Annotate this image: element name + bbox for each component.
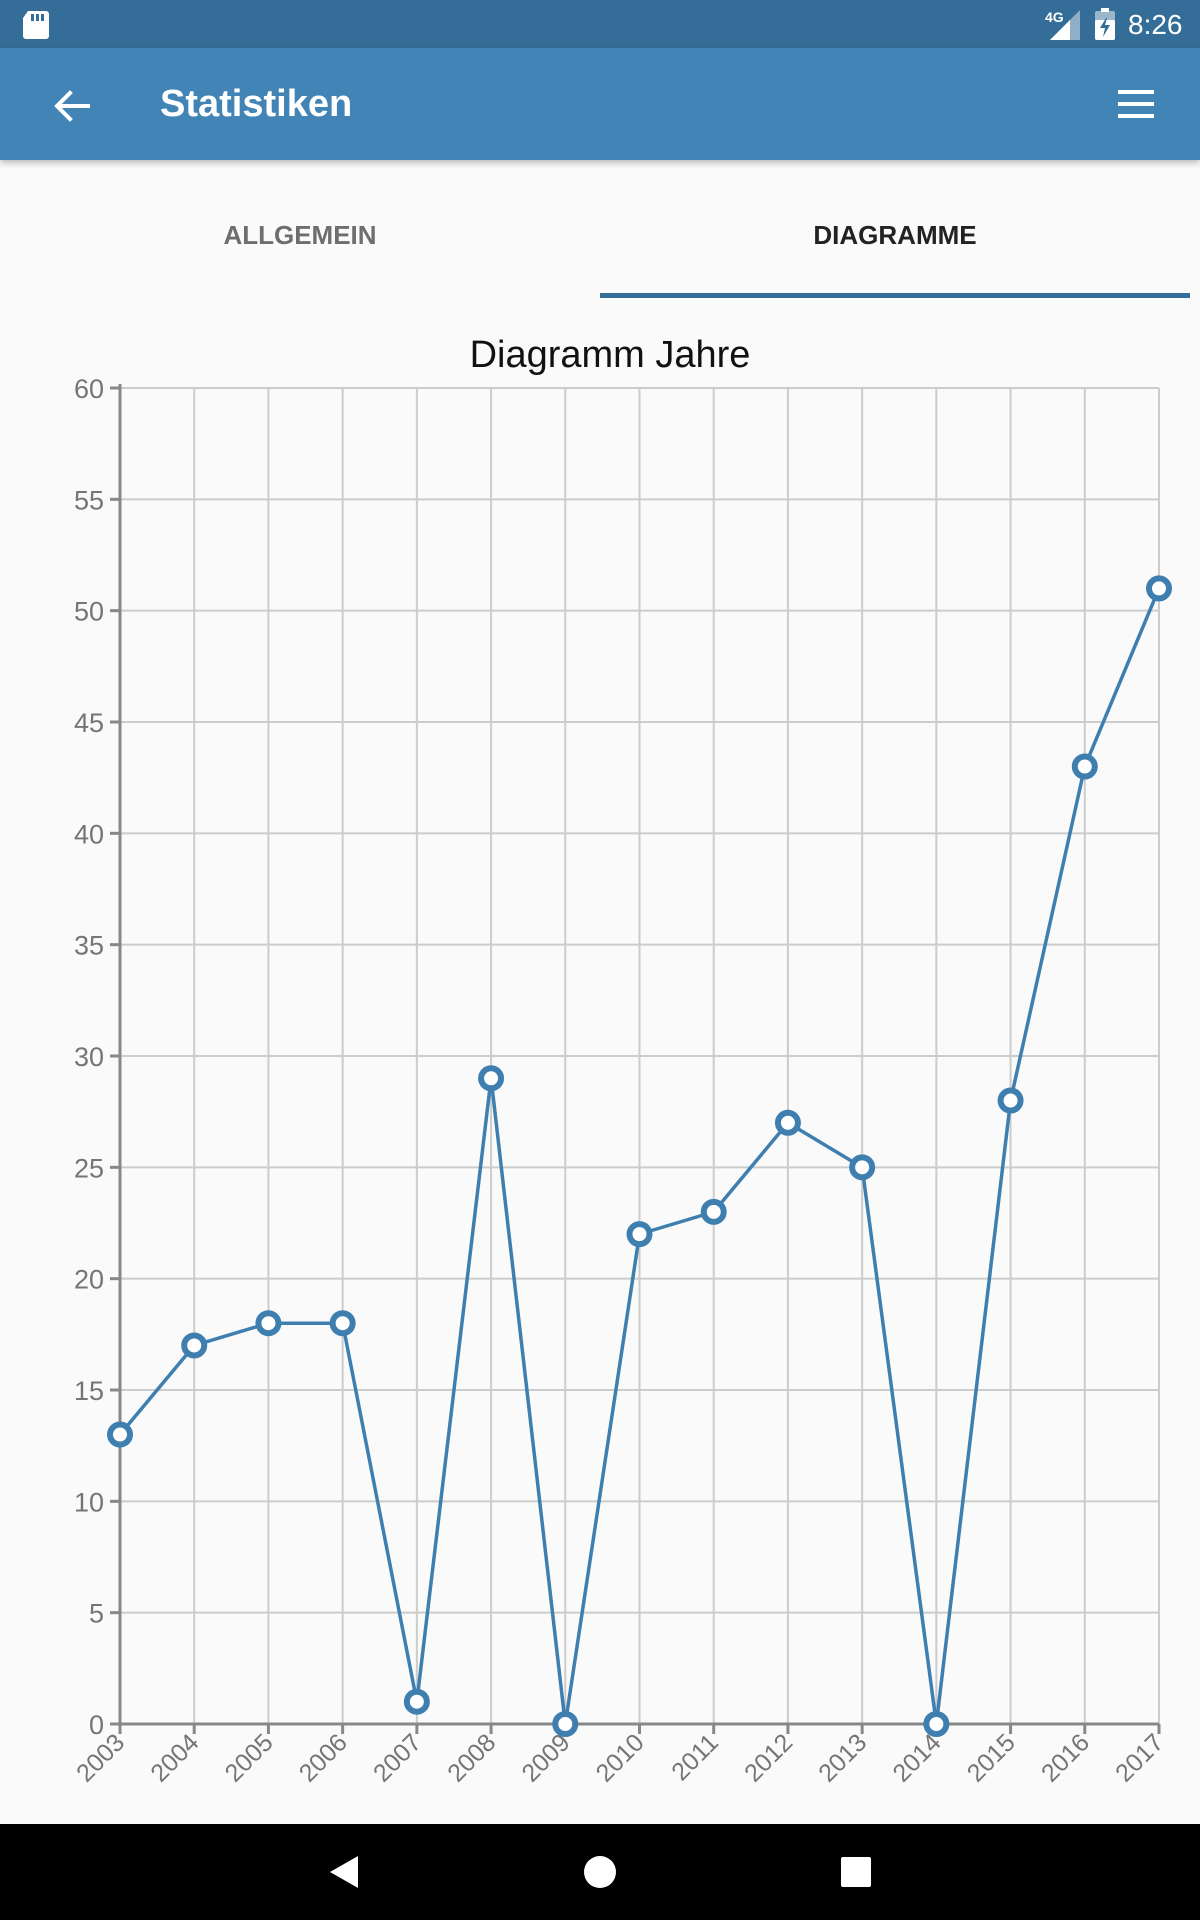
y-tick-label: 5 (89, 1599, 104, 1629)
x-tick-label: 2009 (516, 1728, 575, 1787)
data-point[interactable] (403, 1688, 430, 1715)
data-point[interactable] (626, 1221, 653, 1248)
sd-card-icon (23, 11, 49, 39)
data-point[interactable] (700, 1198, 727, 1225)
data-point[interactable] (329, 1310, 356, 1337)
data-point[interactable] (1071, 753, 1098, 780)
x-tick-label: 2014 (887, 1728, 946, 1787)
x-tick-label: 2010 (591, 1728, 650, 1787)
nav-recents-icon[interactable] (832, 1848, 880, 1896)
status-clock: 8:26 (1128, 9, 1183, 40)
x-tick-label: 2006 (294, 1728, 353, 1787)
y-tick-label: 0 (89, 1710, 104, 1740)
menu-button[interactable] (1110, 76, 1166, 132)
system-nav-bar (0, 1824, 1200, 1920)
data-point[interactable] (181, 1332, 208, 1359)
y-tick-labels: 0 5 10 15 20 25 30 35 40 45 50 55 60 (74, 374, 104, 1740)
x-tick-label: 2008 (442, 1728, 501, 1787)
nav-home-icon[interactable] (576, 1848, 624, 1896)
x-tick-label: 2003 (71, 1728, 130, 1787)
chart-grid (119, 387, 1160, 1725)
tab-diagramme[interactable]: DIAGRAMME (813, 220, 977, 250)
chart-title: Diagramm Jahre (470, 334, 751, 376)
chart-area: Diagramm Jahre 0 5 10 15 20 25 30 35 40 45 50 55 60 … (0, 300, 1200, 1824)
y-tick-label: 55 (74, 485, 104, 515)
tab-bar: ALLGEMEIN DIAGRAMME (0, 160, 1200, 300)
nav-back-icon[interactable] (320, 1848, 368, 1896)
y-tick-label: 60 (74, 374, 104, 404)
y-tick-label: 20 (74, 1265, 104, 1295)
x-tick-label: 2012 (739, 1728, 798, 1787)
tab-indicator (600, 293, 1190, 298)
data-point[interactable] (997, 1087, 1024, 1114)
chart-axes (110, 384, 1161, 1734)
x-tick-label: 2011 (666, 1728, 724, 1786)
y-tick-label: 30 (74, 1042, 104, 1072)
y-tick-label: 40 (74, 819, 104, 849)
data-point[interactable] (849, 1154, 876, 1181)
network-type-label: 4G (1045, 9, 1064, 25)
x-tick-label: 2017 (1110, 1728, 1169, 1787)
chart-series (107, 575, 1172, 1737)
x-tick-labels: 2003 2004 2005 2006 2007 2008 2009 2010 2011 2012… (71, 1728, 1169, 1787)
x-tick-label: 2007 (368, 1728, 427, 1787)
page-title: Statistiken (160, 83, 353, 125)
tab-allgemein[interactable]: ALLGEMEIN (223, 220, 377, 250)
back-button[interactable] (36, 76, 108, 132)
data-point[interactable] (774, 1109, 801, 1136)
y-tick-label: 35 (74, 931, 104, 961)
battery-charging-icon (1095, 8, 1115, 40)
y-tick-label: 10 (74, 1487, 104, 1517)
x-tick-label: 2013 (813, 1728, 872, 1787)
y-tick-label: 25 (74, 1153, 104, 1183)
y-tick-label: 45 (74, 708, 104, 738)
data-point[interactable] (552, 1711, 579, 1737)
y-tick-label: 50 (74, 597, 104, 627)
x-tick-label: 2005 (220, 1728, 279, 1787)
arrow-back-icon (54, 90, 90, 122)
data-point[interactable] (478, 1065, 505, 1092)
signal-icon (1050, 10, 1080, 40)
data-point[interactable] (107, 1421, 133, 1448)
x-tick-label: 2004 (145, 1728, 204, 1787)
y-tick-label: 15 (74, 1376, 104, 1406)
x-tick-label: 2015 (962, 1728, 1021, 1787)
hamburger-menu-icon (1118, 90, 1154, 118)
line-chart: Diagramm Jahre 051015202530354045505560 … (71, 334, 1172, 1788)
data-point[interactable] (1146, 575, 1172, 602)
data-point[interactable] (923, 1711, 950, 1737)
app-bar: Statistiken (0, 48, 1200, 160)
x-tick-label: 2016 (1036, 1728, 1095, 1787)
data-point[interactable] (255, 1310, 282, 1337)
status-bar: 4G 8:26 (0, 0, 1200, 48)
